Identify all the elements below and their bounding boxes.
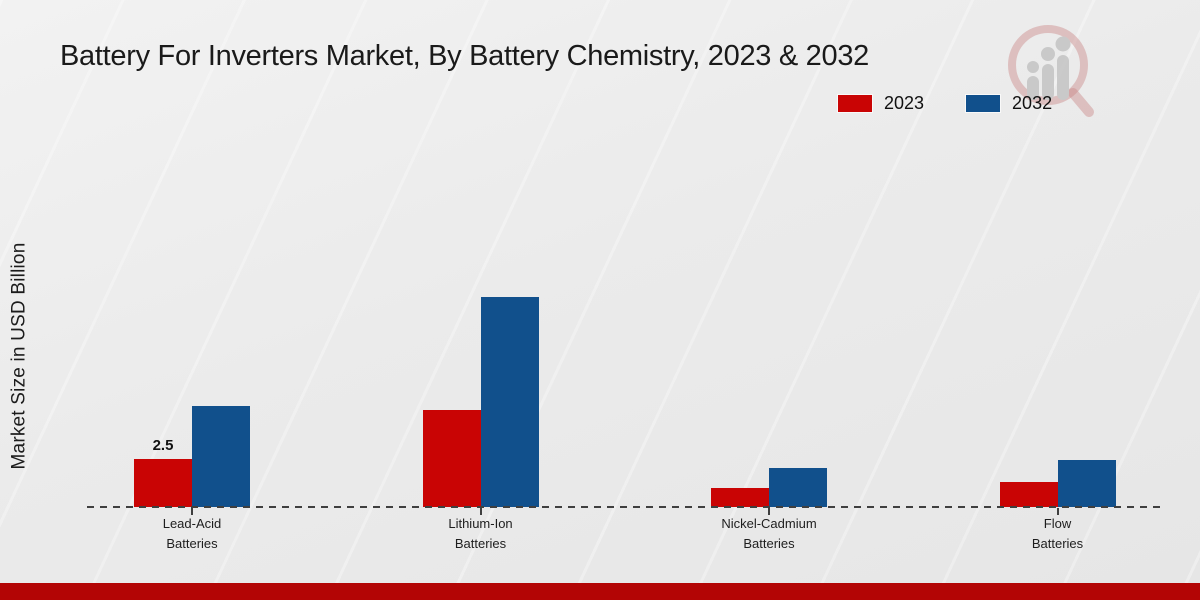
bar-2032-flow-batteries xyxy=(1057,460,1116,507)
category-label-lithium-ion-batteries: Lithium-Ion Batteries xyxy=(448,516,513,551)
x-axis-tick-lithium-ion-batteries xyxy=(479,508,482,515)
legend-label: 2023 xyxy=(884,93,925,113)
legend-swatch-2023 xyxy=(838,95,872,112)
y-axis-label: Market Size in USD Billion xyxy=(8,242,30,470)
bar-2032-lead-acid-batteries xyxy=(192,406,250,507)
bar-2023-flow-batteries xyxy=(999,481,1058,507)
bar-2023-lithium-ion-batteries xyxy=(422,410,481,507)
legend-label: 2032 xyxy=(1012,93,1053,113)
category-label-flow-batteries: Flow Batteries xyxy=(1031,516,1084,551)
magnifier-bar-chart-logo-icon xyxy=(1008,25,1094,117)
bar-2023-nickel-cadmium-batteries xyxy=(711,487,769,507)
x-axis-baseline xyxy=(87,506,1163,508)
legend-swatch-2032 xyxy=(966,95,1001,112)
legend-item-2032: 2032 xyxy=(966,93,1052,114)
x-axis-tick-nickel-cadmium-batteries xyxy=(768,508,770,515)
chart-title: Battery For Inverters Market, By Battery… xyxy=(60,40,869,72)
legend: 2023 2032 xyxy=(838,93,1052,114)
legend-item-2023: 2023 xyxy=(838,93,924,114)
category-label-lead-acid-batteries: Lead-Acid Batteries xyxy=(162,516,222,551)
x-axis-tick-flow-batteries xyxy=(1056,508,1059,515)
bar-value-label: 2.5 xyxy=(152,436,174,454)
footer-accent-bar xyxy=(0,583,1200,600)
bar-2032-nickel-cadmium-batteries xyxy=(769,468,827,507)
category-label-nickel-cadmium-batteries: Nickel-Cadmium Batteries xyxy=(721,516,817,551)
bar-2023-lead-acid-batteries xyxy=(134,458,192,507)
x-axis-tick-lead-acid-batteries xyxy=(191,508,193,515)
bar-2032-lithium-ion-batteries xyxy=(480,297,539,507)
